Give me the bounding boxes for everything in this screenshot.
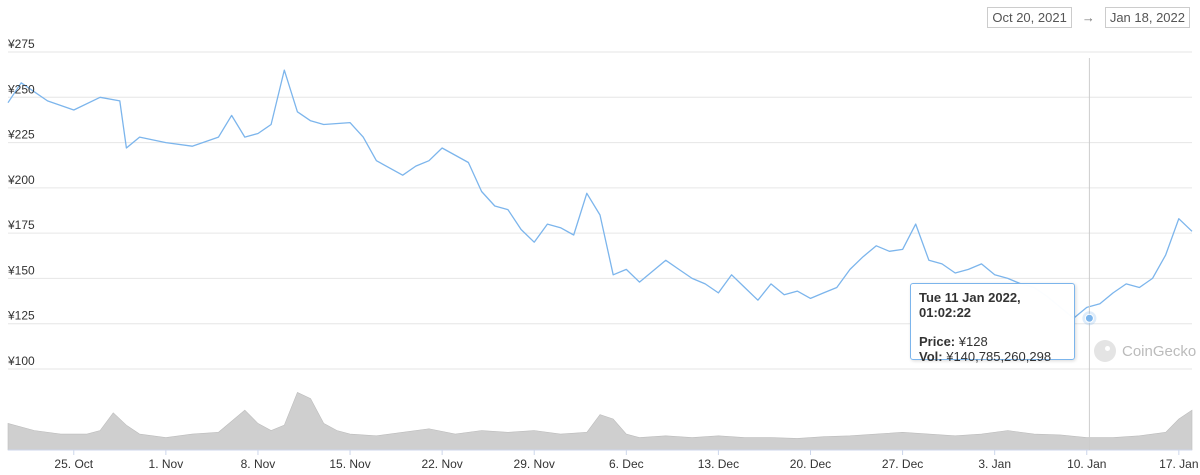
tooltip-vol-label: Vol: (919, 349, 943, 364)
x-tick-label: 13. Dec (698, 457, 739, 471)
y-tick-label: ¥100 (7, 354, 35, 368)
tooltip-vol-value: ¥140,785,260,298 (946, 349, 1052, 364)
hover-marker[interactable] (1084, 313, 1094, 323)
tooltip-price-value: ¥128 (958, 334, 988, 349)
tooltip-title: Tue 11 Jan 2022, 01:02:22 (919, 290, 1021, 320)
x-tick-label: 3. Jan (978, 457, 1011, 471)
y-tick-label: ¥225 (7, 128, 35, 142)
y-tick-label: ¥175 (7, 218, 35, 232)
x-tick-label: 20. Dec (790, 457, 831, 471)
x-tick-label: 6. Dec (609, 457, 644, 471)
tooltip-price-label: Price: (919, 334, 956, 349)
date-range-from[interactable]: Oct 20, 2021 (987, 7, 1072, 28)
y-tick-label: ¥250 (7, 82, 35, 96)
x-tick-label: 8. Nov (241, 457, 276, 471)
y-tick-label: ¥125 (7, 309, 35, 323)
x-tick-label: 17. Jan (1159, 457, 1198, 471)
hover-tooltip: Tue 11 Jan 2022, 01:02:22 Price: ¥128 Vo… (910, 283, 1075, 364)
y-tick-label: ¥150 (7, 263, 35, 277)
watermark-text: CoinGecko (1122, 342, 1197, 360)
price-line (7, 69, 1193, 319)
x-tick-label: 25. Oct (54, 457, 93, 471)
volume-area (7, 392, 1193, 451)
coingecko-logo-icon (1094, 340, 1116, 362)
x-tick-label: 27. Dec (882, 457, 923, 471)
x-tick-label: 1. Nov (149, 457, 184, 471)
y-tick-label: ¥200 (7, 173, 35, 187)
arrow-right-icon: → (1081, 10, 1095, 25)
date-range-to[interactable]: Jan 18, 2022 (1104, 7, 1190, 28)
x-tick-label: 22. Nov (421, 457, 462, 471)
x-tick-label: 15. Nov (329, 457, 370, 471)
x-tick-label: 10. Jan (1067, 457, 1106, 471)
date-range-picker: Oct 20, 2021 → Jan 18, 2022 (987, 7, 1190, 28)
coingecko-watermark: CoinGecko (1094, 340, 1196, 362)
y-tick-label: ¥275 (7, 37, 35, 51)
x-tick-label: 29. Nov (514, 457, 555, 471)
